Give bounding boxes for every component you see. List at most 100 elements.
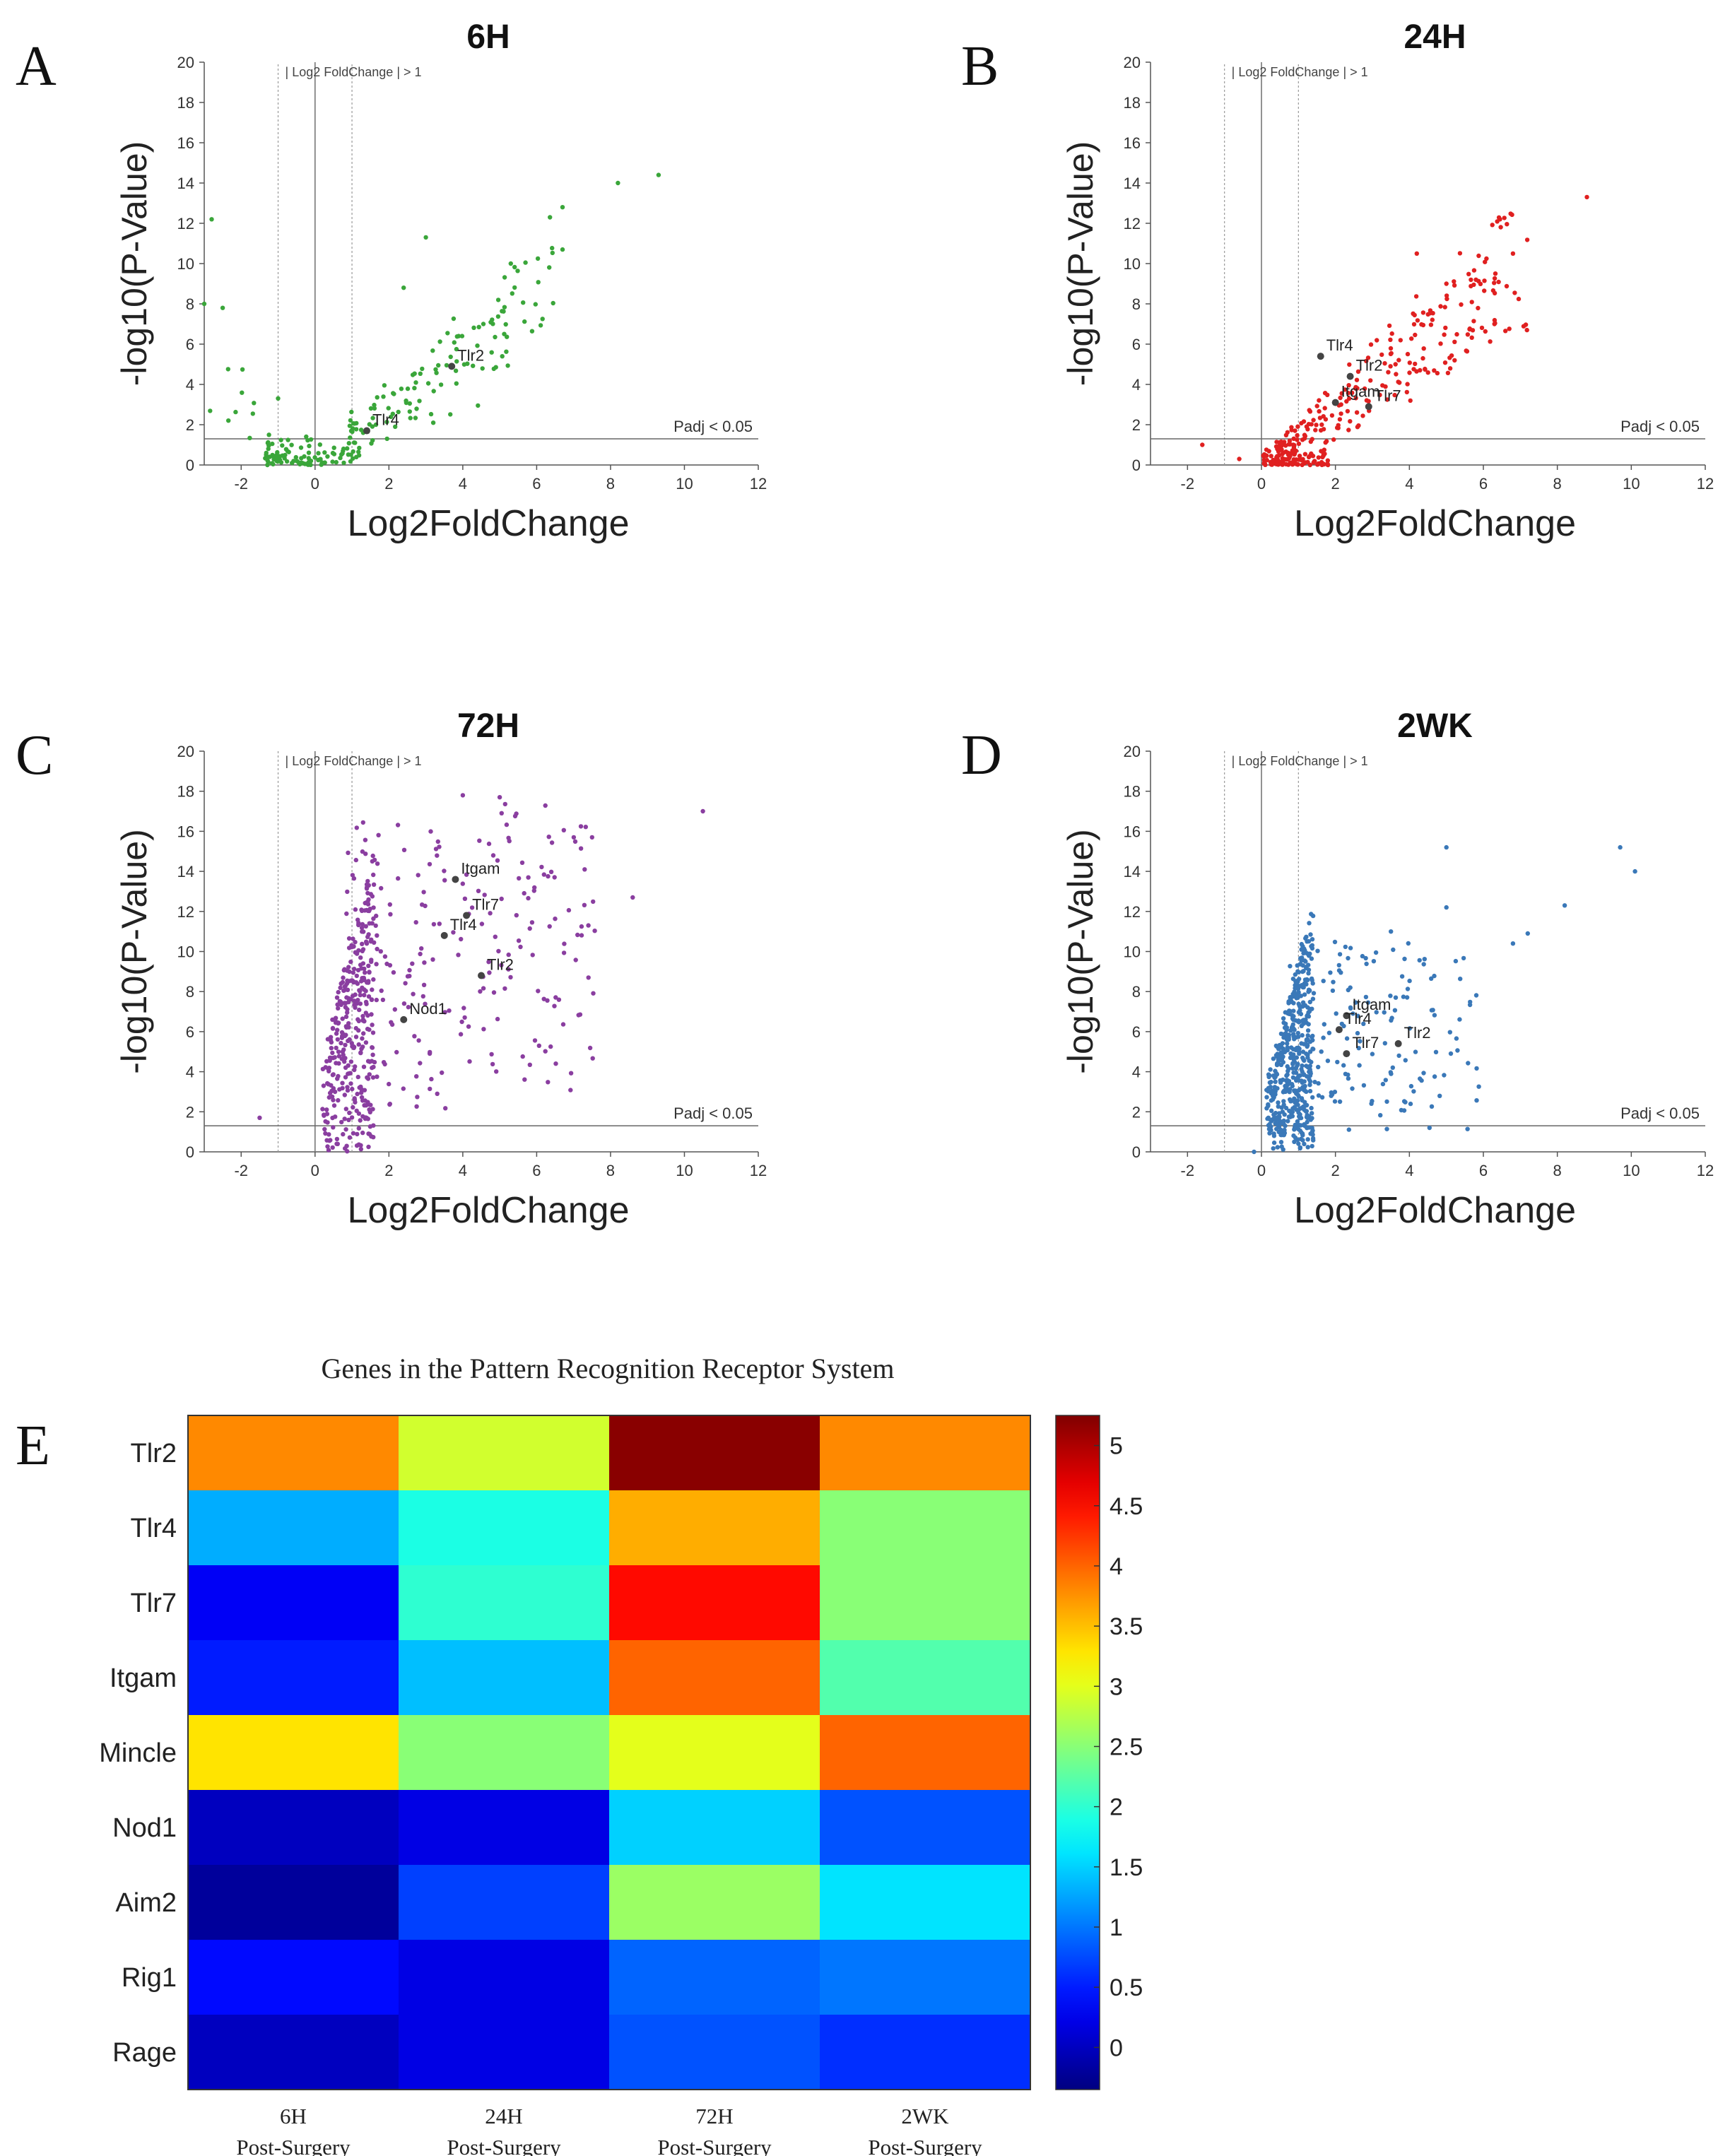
row-label: Itgam xyxy=(110,1663,177,1693)
data-point xyxy=(459,1019,464,1025)
data-point xyxy=(1290,1106,1295,1111)
data-point xyxy=(240,367,245,372)
data-point xyxy=(548,869,554,875)
data-point xyxy=(1447,366,1453,371)
data-point xyxy=(1493,271,1498,276)
data-point xyxy=(1321,414,1326,419)
data-point xyxy=(1317,398,1322,403)
data-point xyxy=(1315,948,1320,953)
data-point xyxy=(1524,237,1530,242)
data-point xyxy=(340,1034,345,1039)
data-point xyxy=(414,406,419,411)
x-tick-label: 0 xyxy=(1257,1162,1266,1179)
data-point xyxy=(356,1042,361,1047)
data-point xyxy=(1356,423,1361,428)
data-point xyxy=(363,924,368,929)
data-point xyxy=(568,1071,574,1076)
y-tick-label: 8 xyxy=(186,295,194,313)
data-point xyxy=(1307,1125,1312,1130)
heatmap-cell xyxy=(399,2015,610,2090)
data-point xyxy=(359,925,365,931)
data-point xyxy=(1277,1114,1282,1119)
data-point xyxy=(290,461,295,466)
data-point xyxy=(1495,219,1500,224)
data-point xyxy=(401,847,407,853)
heatmap-cell xyxy=(188,1865,399,1940)
data-point xyxy=(494,1069,499,1074)
row-label: Mincle xyxy=(99,1738,177,1768)
data-point xyxy=(359,1047,364,1052)
data-point xyxy=(270,441,275,447)
data-point xyxy=(1562,903,1567,908)
data-point xyxy=(369,1012,374,1017)
x-tick-label: 4 xyxy=(1405,475,1413,493)
data-point xyxy=(1283,1105,1289,1111)
data-point xyxy=(486,841,492,847)
row-label: Rig1 xyxy=(122,1963,177,1993)
data-point xyxy=(1266,1126,1272,1132)
y-tick-label: 0 xyxy=(1132,456,1141,474)
data-point xyxy=(360,849,365,854)
y-tick-label: 14 xyxy=(177,175,194,192)
data-point xyxy=(508,261,513,266)
y-tick-label: 12 xyxy=(1124,903,1141,921)
data-point xyxy=(325,454,330,459)
data-point xyxy=(1294,996,1299,1001)
data-point xyxy=(1393,362,1398,367)
y-tick-label: 10 xyxy=(1124,255,1141,273)
data-point xyxy=(407,409,412,414)
heatmap-cell xyxy=(188,1640,399,1716)
data-point xyxy=(1287,1090,1292,1095)
data-point xyxy=(338,999,343,1004)
data-point xyxy=(1370,1099,1375,1104)
y-tick-label: 20 xyxy=(1124,54,1141,71)
data-point xyxy=(1278,1078,1283,1083)
data-point xyxy=(349,1041,354,1046)
x-tick-label: 8 xyxy=(606,1162,615,1179)
data-point xyxy=(1488,339,1493,344)
data-point xyxy=(527,926,532,931)
data-point xyxy=(536,280,541,285)
data-point xyxy=(360,929,365,934)
data-point xyxy=(352,1096,357,1101)
data-point xyxy=(1361,1021,1366,1027)
data-point xyxy=(331,1072,336,1077)
data-point xyxy=(1452,339,1457,344)
data-points xyxy=(1252,844,1637,1155)
data-point xyxy=(1425,370,1430,375)
y-tick-label: 10 xyxy=(1124,943,1141,961)
data-point xyxy=(1355,369,1361,374)
data-point xyxy=(275,456,281,462)
data-point xyxy=(1300,1131,1305,1136)
data-point xyxy=(324,1107,329,1112)
data-point xyxy=(348,959,353,965)
x-tick-label: 2 xyxy=(384,1162,393,1179)
data-point xyxy=(454,359,459,364)
data-point xyxy=(1304,1114,1310,1120)
data-point xyxy=(1421,1071,1426,1076)
data-point xyxy=(1299,941,1305,947)
data-point xyxy=(340,1016,345,1021)
data-point xyxy=(1276,453,1282,458)
highlight-label: Tlr4 xyxy=(1345,1010,1372,1027)
data-point xyxy=(1355,1013,1360,1018)
x-tick-label: 2 xyxy=(1331,1162,1340,1179)
panel-letter: B xyxy=(961,35,999,98)
data-point xyxy=(465,361,470,366)
data-point xyxy=(422,960,427,965)
data-point xyxy=(1295,1030,1301,1036)
data-point xyxy=(324,1059,329,1064)
data-point xyxy=(451,930,456,935)
fold-change-threshold-label: | Log2 FoldChange | > 1 xyxy=(1232,65,1368,79)
data-point xyxy=(1405,351,1411,357)
data-point xyxy=(1296,1088,1302,1093)
data-point xyxy=(312,455,317,460)
data-point xyxy=(1279,1144,1284,1149)
data-point xyxy=(1296,1141,1301,1146)
data-point xyxy=(364,882,370,887)
data-point xyxy=(1421,962,1426,967)
data-point xyxy=(391,391,396,396)
data-point xyxy=(1399,1107,1404,1113)
data-point xyxy=(480,366,485,371)
data-point xyxy=(1300,963,1305,968)
